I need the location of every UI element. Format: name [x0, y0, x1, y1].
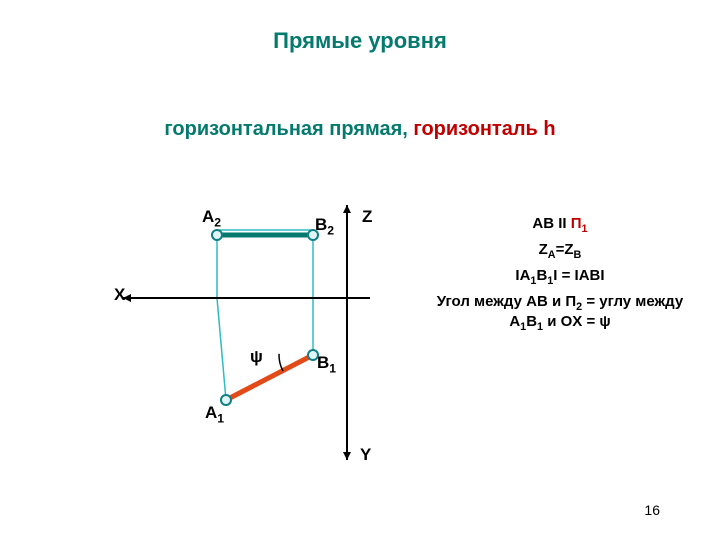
axis-x-label: X	[114, 285, 125, 305]
axis-y-label: Y	[360, 445, 371, 465]
properties-block: AB II П1 ZA=ZB IA1B1I = IABI Угол между …	[430, 215, 690, 339]
page-number: 16	[644, 502, 660, 518]
slide-title: Прямые уровня	[0, 28, 720, 54]
point-a2-label: A2	[202, 207, 221, 229]
subtitle-prefix: горизонтальная прямая,	[164, 118, 413, 140]
axis-z-label: Z	[362, 207, 372, 227]
prop-length: IA1B1I = IABI	[430, 267, 690, 287]
point-b2-label: B2	[315, 215, 334, 237]
subtitle-suffix: горизонталь h	[413, 118, 555, 140]
pi1: П1	[571, 215, 588, 232]
slide: Прямые уровня горизонтальная прямая, гор…	[0, 0, 720, 540]
prop-za-zb: ZA=ZB	[430, 241, 690, 261]
slide-title-text: Прямые уровня	[273, 28, 447, 53]
point-a1-label: A1	[205, 403, 224, 425]
point-b1-label: B1	[317, 353, 336, 375]
prop-parallel: AB II П1	[430, 215, 690, 235]
prop-angle: Угол между AB и П2 = углу между A1B1 и O…	[430, 293, 690, 333]
angle-psi-label: ψ	[250, 347, 263, 367]
diagram-svg	[110, 195, 410, 475]
slide-subtitle: горизонтальная прямая, горизонталь h	[0, 118, 720, 141]
projection-diagram: Z X Y ψ A2 B2 A1 B1	[110, 195, 410, 475]
